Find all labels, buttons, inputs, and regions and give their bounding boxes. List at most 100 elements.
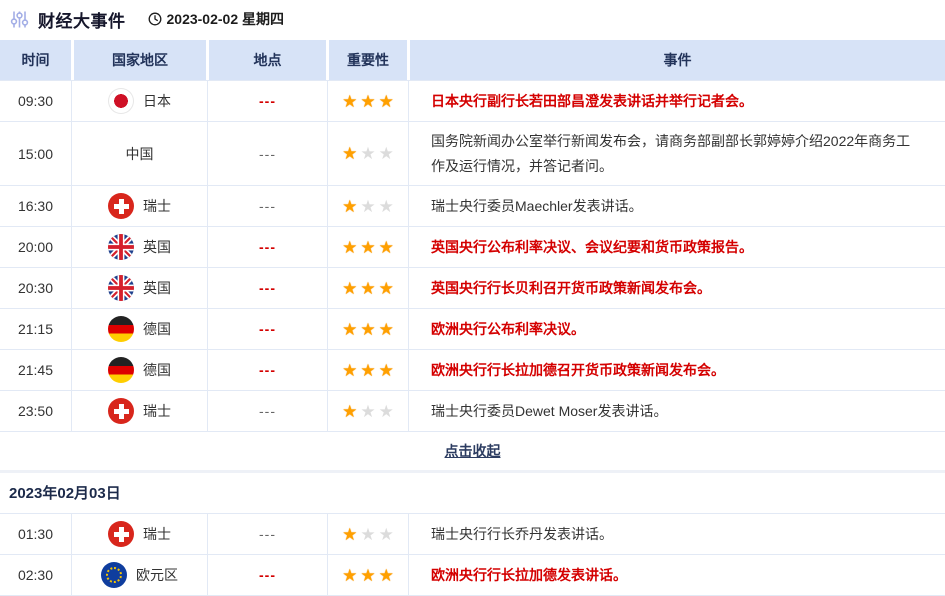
- importance-stars: ★ ★ ★: [328, 81, 409, 121]
- event-location: ---: [208, 514, 328, 554]
- country-name: 日本: [143, 93, 171, 109]
- japan-flag-icon: [108, 88, 134, 114]
- switzerland-flag-icon: [108, 398, 134, 424]
- star-filled-icon: ★: [342, 401, 358, 421]
- star-filled-icon: ★: [378, 360, 394, 380]
- event-description: 英国央行行长贝利召开货币政策新闻发布会。: [431, 279, 711, 296]
- event-location: ---: [208, 122, 328, 185]
- star-filled-icon: ★: [342, 144, 358, 163]
- star-empty-icon: ★: [360, 144, 376, 163]
- current-date: 2023-02-02 星期四: [148, 9, 285, 29]
- eu-flag-icon: [101, 562, 127, 588]
- switzerland-flag-icon: [108, 521, 134, 547]
- sliders-icon: [10, 11, 29, 27]
- event-country: 瑞士: [72, 186, 208, 226]
- uk-flag-icon: [108, 275, 134, 301]
- country-name: 瑞士: [143, 403, 171, 419]
- country-name: 英国: [143, 239, 171, 255]
- event-description: 瑞士央行行长乔丹发表讲话。: [431, 525, 613, 542]
- event-location: ---: [208, 268, 328, 308]
- event-location: ---: [208, 186, 328, 226]
- star-empty-icon: ★: [360, 524, 376, 544]
- event-location: ---: [208, 81, 328, 121]
- star-filled-icon: ★: [378, 278, 394, 298]
- country-name: 瑞士: [143, 526, 171, 542]
- event-time: 01:30: [0, 514, 72, 554]
- event-row: 01:30 瑞士 --- ★ ★ ★ 瑞士央行行长乔丹发表讲话。: [0, 514, 945, 555]
- day1-rows: 09:30 日本 --- ★ ★ ★ 日本央行副行长若田部昌澄发表讲话并举行记者会。 15:0…: [0, 80, 945, 432]
- event-country: 瑞士: [72, 514, 208, 554]
- event-row: 20:00 英国 --- ★ ★ ★ 英国央行公布利率决议、会议纪要和货币政策报告。: [0, 227, 945, 268]
- star-filled-icon: ★: [360, 565, 376, 585]
- star-empty-icon: ★: [378, 196, 394, 216]
- event-description: 瑞士央行委员Dewet Moser发表讲话。: [431, 402, 668, 419]
- importance-stars: ★ ★ ★: [328, 391, 409, 431]
- event-time: 02:30: [0, 555, 72, 595]
- star-filled-icon: ★: [360, 360, 376, 380]
- country-name: 英国: [143, 280, 171, 296]
- switzerland-flag-icon: [108, 193, 134, 219]
- star-filled-icon: ★: [360, 278, 376, 298]
- star-empty-icon: ★: [378, 524, 394, 544]
- event-description: 欧洲央行行长拉加德发表讲话。: [431, 566, 627, 583]
- event-row: 21:45 德国 --- ★ ★ ★ 欧洲央行行长拉加德召开货币政策新闻发布会。: [0, 350, 945, 391]
- event-row: 20:30 英国 --- ★ ★ ★ 英国央行行长贝利召开货币政策新闻发布会。: [0, 268, 945, 309]
- event-row: 16:30 瑞士 --- ★ ★ ★ 瑞士央行委员Maechler发表讲话。: [0, 186, 945, 227]
- event-row: 02:30 欧元区 --- ★ ★ ★ 欧洲央行行长拉加德发表讲话。: [0, 555, 945, 596]
- clock-icon: [148, 12, 161, 26]
- star-filled-icon: ★: [378, 91, 394, 111]
- event-row: 21:15 德国 --- ★ ★ ★ 欧洲央行公布利率决议。: [0, 309, 945, 350]
- event-time: 20:30: [0, 268, 72, 308]
- star-filled-icon: ★: [342, 91, 358, 111]
- event-description: 国务院新闻办公室举行新闻发布会，请商务部副部长郭婷婷介绍2022年商务工作及运行…: [431, 133, 911, 174]
- date-separator: 2023年02月03日: [0, 473, 945, 514]
- table-header: 时间 国家地区 地点 重要性 事件: [0, 40, 945, 80]
- event-time: 20:00: [0, 227, 72, 267]
- event-time: 15:00: [0, 122, 72, 185]
- event-location: ---: [208, 555, 328, 595]
- event-row: 09:30 日本 --- ★ ★ ★ 日本央行副行长若田部昌澄发表讲话并举行记者会。: [0, 81, 945, 122]
- current-date-label: 2023-02-02 星期四: [166, 11, 285, 27]
- star-filled-icon: ★: [360, 91, 376, 111]
- event-time: 21:45: [0, 350, 72, 390]
- event-description: 欧洲央行行长拉加德召开货币政策新闻发布会。: [431, 361, 725, 378]
- star-filled-icon: ★: [378, 319, 394, 339]
- event-description: 欧洲央行公布利率决议。: [431, 320, 585, 337]
- country-name: 德国: [143, 321, 171, 337]
- star-filled-icon: ★: [360, 237, 376, 257]
- event-location: ---: [208, 350, 328, 390]
- event-location: ---: [208, 309, 328, 349]
- star-filled-icon: ★: [342, 319, 358, 339]
- importance-stars: ★ ★ ★: [328, 122, 409, 185]
- column-header-importance: 重要性: [329, 40, 407, 80]
- event-description: 瑞士央行委员Maechler发表讲话。: [431, 197, 643, 214]
- star-empty-icon: ★: [378, 144, 394, 163]
- column-header-event: 事件: [410, 40, 945, 80]
- collapse-row: 点击收起: [0, 432, 945, 473]
- event-row: 23:50 瑞士 --- ★ ★ ★ 瑞士央行委员Dewet Moser发表讲话。: [0, 391, 945, 432]
- event-country: 瑞士: [72, 391, 208, 431]
- column-header-country: 国家地区: [74, 40, 206, 80]
- star-filled-icon: ★: [342, 278, 358, 298]
- star-filled-icon: ★: [342, 237, 358, 257]
- star-filled-icon: ★: [360, 319, 376, 339]
- country-name: 欧元区: [136, 567, 178, 583]
- importance-stars: ★ ★ ★: [328, 268, 409, 308]
- collapse-link[interactable]: 点击收起: [444, 443, 501, 459]
- star-filled-icon: ★: [342, 196, 358, 216]
- star-empty-icon: ★: [360, 401, 376, 421]
- event-time: 16:30: [0, 186, 72, 226]
- event-time: 09:30: [0, 81, 72, 121]
- uk-flag-icon: [108, 234, 134, 260]
- event-country: 德国: [72, 309, 208, 349]
- importance-stars: ★ ★ ★: [328, 227, 409, 267]
- event-country: 中国: [72, 122, 208, 185]
- event-time: 21:15: [0, 309, 72, 349]
- importance-stars: ★ ★ ★: [328, 514, 409, 554]
- event-time: 23:50: [0, 391, 72, 431]
- page-title: 财经大事件: [38, 11, 126, 31]
- star-empty-icon: ★: [360, 196, 376, 216]
- country-name: 德国: [143, 362, 171, 378]
- event-description: 英国央行公布利率决议、会议纪要和货币政策报告。: [431, 238, 753, 255]
- importance-stars: ★ ★ ★: [328, 186, 409, 226]
